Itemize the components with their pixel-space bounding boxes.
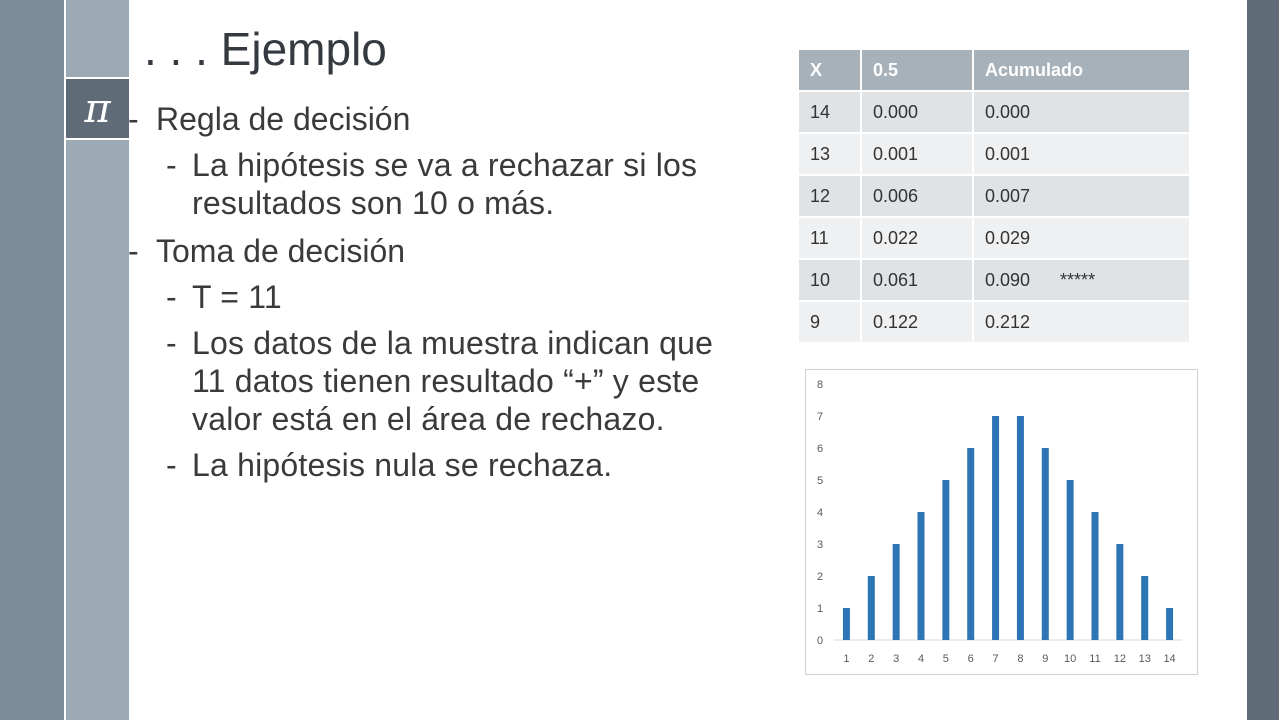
table-row: 11 0.022 0.029 (799, 217, 1191, 260)
bar-12 (1116, 544, 1124, 640)
bar-8 (1016, 416, 1024, 640)
x-tick-label: 4 (918, 653, 924, 665)
sub-bullet-t: -T = 11 (166, 279, 282, 315)
y-tick-label: 2 (817, 571, 823, 583)
sub-bullet-nula: - La hipótesis nula se rechaza. (166, 447, 613, 483)
y-tick-label: 7 (817, 411, 823, 423)
x-tick-label: 13 (1139, 653, 1151, 665)
x-tick-label: 12 (1114, 653, 1126, 665)
table-row: 12 0.006 0.007 (799, 175, 1191, 218)
x-tick-label: 8 (1017, 653, 1023, 665)
bar-9 (1041, 448, 1049, 640)
x-tick-label: 14 (1163, 653, 1175, 665)
pi-icon: π (84, 85, 111, 132)
x-tick-label: 6 (968, 653, 974, 665)
bar-3 (892, 544, 900, 640)
sub-bullet-rechazo: - La hipótesis se va a rechazar si los re… (166, 147, 698, 221)
bar-11 (1091, 512, 1099, 640)
y-tick-label: 0 (817, 635, 823, 647)
pi-badge: π (66, 77, 129, 140)
bullet-regla: - Regla de decisión (128, 101, 411, 137)
x-tick-label: 2 (868, 653, 874, 665)
bar-5 (942, 480, 950, 640)
sub-bullet-datos: - Los datos de la muestra indican que 11 … (166, 325, 714, 437)
bullet-toma: - Toma de decisión (128, 233, 406, 269)
y-tick-label: 8 (817, 379, 823, 391)
bar-14 (1166, 608, 1174, 640)
binomial-table: X 0.5 Acumulado 14 0.000 0.000 13 0.001 … (799, 50, 1191, 344)
y-tick-label: 1 (817, 603, 823, 615)
x-tick-label: 7 (993, 653, 999, 665)
x-tick-label: 3 (893, 653, 899, 665)
header-prob: 0.5 (861, 50, 974, 92)
bar-6 (967, 448, 975, 640)
table-row: 10 0.061 0.090 ***** (799, 259, 1191, 302)
bar-7 (992, 416, 1000, 640)
x-tick-label: 10 (1064, 653, 1076, 665)
header-x: X (799, 50, 862, 92)
x-tick-label: 11 (1089, 653, 1100, 665)
y-tick-label: 3 (817, 539, 823, 551)
bullet-list: - Regla de decisión - La hipótesis se va a… (128, 100, 728, 484)
y-tick-label: 5 (817, 475, 823, 487)
slide-title: . . . Ejemplo (144, 23, 387, 75)
x-tick-label: 5 (943, 653, 949, 665)
x-tick-label: 9 (1042, 653, 1048, 665)
critical-marker: ***** (1060, 269, 1096, 290)
bar-2 (867, 576, 875, 640)
bar-13 (1141, 576, 1149, 640)
header-acumulado: Acumulado (973, 50, 1191, 92)
left-decor-band (0, 0, 64, 720)
bar-4 (917, 512, 925, 640)
right-decor-band (1247, 0, 1279, 720)
bar-10 (1066, 480, 1074, 640)
y-tick-label: 4 (817, 507, 823, 519)
y-tick-label: 6 (817, 443, 823, 455)
bar-chart: 0 1 2 3 4 5 6 7 8 1 2 3 4 5 6 7 8 9 10 11 12 13 14 (805, 369, 1198, 675)
table-header-row: X 0.5 Acumulado (799, 50, 1191, 92)
table-row: 14 0.000 0.000 (799, 91, 1191, 134)
table-row: 13 0.001 0.001 (799, 133, 1191, 176)
x-tick-label: 1 (843, 653, 849, 665)
table-row: 9 0.122 0.212 (799, 301, 1191, 344)
bar-1 (842, 608, 850, 640)
